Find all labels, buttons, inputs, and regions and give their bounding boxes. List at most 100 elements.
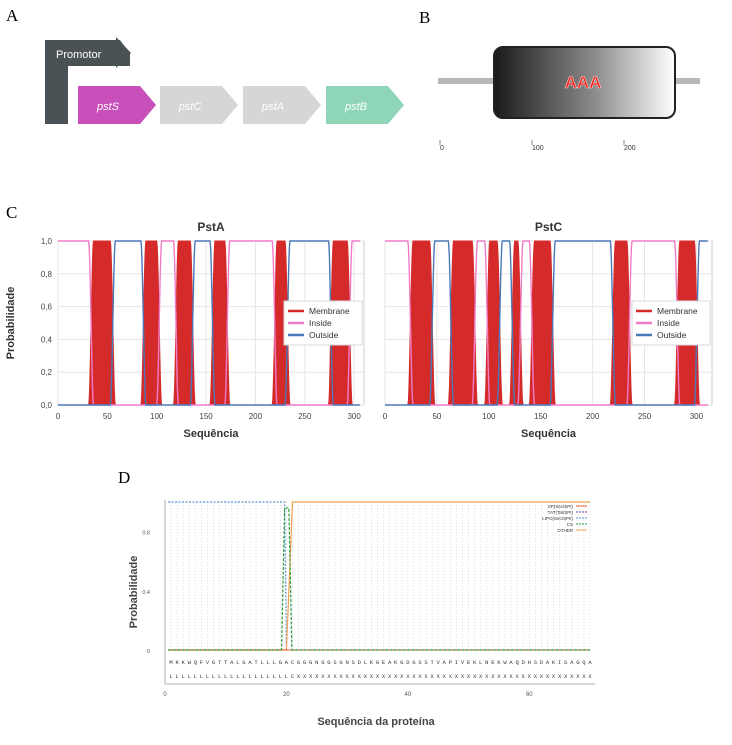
annotation-residue: X xyxy=(455,673,459,680)
annotation-residue: X xyxy=(522,673,526,680)
sequence-residue: D xyxy=(540,659,544,666)
sequence-residue: G xyxy=(303,659,306,666)
annotation-residue: L xyxy=(188,673,191,680)
sequence-residue: N xyxy=(345,659,348,666)
annotation-residue: X xyxy=(358,673,362,680)
legend-entry: Membrane xyxy=(309,306,350,316)
sequence-residue: G xyxy=(400,659,403,666)
annotation-residue: L xyxy=(200,673,203,680)
sequence-residue: F xyxy=(200,659,203,666)
sequence-residue: S xyxy=(424,659,428,666)
sequence-residue: P xyxy=(449,659,452,666)
annotation-residue: X xyxy=(582,673,586,680)
legend-entry: Outside xyxy=(657,330,687,340)
x-axis-label: Sequência xyxy=(521,428,577,440)
sequence-residue: T xyxy=(430,659,434,666)
sequence-residue: G xyxy=(242,659,245,666)
sequence-residue: G xyxy=(309,659,312,666)
legend-entry: Membrane xyxy=(657,306,698,316)
annotation-residue: X xyxy=(473,673,477,680)
annotation-residue: C xyxy=(291,673,295,680)
annotation-residue: X xyxy=(509,673,513,680)
chart-title: PstA xyxy=(197,220,225,234)
annotation-residue: X xyxy=(382,673,386,680)
sequence-residue: I xyxy=(558,659,561,666)
sequence-residue: E xyxy=(382,659,386,666)
annotation-residue: X xyxy=(570,673,574,680)
panel-label-a: A xyxy=(6,6,19,25)
annotation-residue: L xyxy=(254,673,257,680)
sequence-residue: G xyxy=(339,659,342,666)
y-axis-label: Probabilidade xyxy=(5,287,17,360)
annotation-residue: X xyxy=(400,673,404,680)
annotation-residue: X xyxy=(564,673,568,680)
sequence-residue: G xyxy=(297,659,300,666)
sequence-residue: E xyxy=(467,659,471,666)
y-tick-label: 0.4 xyxy=(142,590,150,596)
annotation-residue: L xyxy=(248,673,251,680)
x-tick-label: 300 xyxy=(347,412,361,421)
annotation-residue: X xyxy=(418,673,422,680)
annotation-residue: X xyxy=(345,673,349,680)
y-tick-label: 0,6 xyxy=(41,303,53,312)
promoter-label: Promotor xyxy=(56,49,102,61)
sequence-residue: G xyxy=(279,659,282,666)
sequence-residue: G xyxy=(412,659,415,666)
annotation-residue: X xyxy=(540,673,544,680)
sequence-residue: C xyxy=(291,659,295,666)
x-tick-label: 40 xyxy=(405,692,412,698)
domain-map: AAA 0 100 200 xyxy=(438,46,700,152)
annotation-residue: L xyxy=(224,673,227,680)
sequence-residue: D xyxy=(406,659,410,666)
sequence-residue: I xyxy=(455,659,458,666)
annotation-residue: X xyxy=(558,673,562,680)
annotation-residue: X xyxy=(388,673,392,680)
legend-entry: Outside xyxy=(309,330,339,340)
domain-axis-tick-label: 100 xyxy=(532,145,544,152)
panel-label-d: D xyxy=(118,468,131,487)
promoter-arrow-icon xyxy=(45,37,131,124)
gene-arrow-pstC xyxy=(160,86,238,124)
sequence-residue: G xyxy=(376,659,379,666)
annotation-residue: X xyxy=(443,673,447,680)
annotation-residue: X xyxy=(491,673,495,680)
annotation-residue: X xyxy=(297,673,301,680)
domain-axis: 0 100 200 xyxy=(439,140,636,152)
x-tick-label: 250 xyxy=(638,412,652,421)
annotation-residue: L xyxy=(212,673,215,680)
annotation-residue: L xyxy=(194,673,197,680)
sequence-residue: V xyxy=(206,659,210,666)
y-tick-label: 1,0 xyxy=(41,237,53,246)
sequence-residue: A xyxy=(388,659,392,666)
gene-arrow-pstB xyxy=(326,86,404,124)
legend-entry: SP(Sec/SPI) xyxy=(548,504,574,509)
sequence-residue: N xyxy=(485,659,488,666)
sequence-residue: M xyxy=(169,659,172,666)
gene-label-pstS: pstS xyxy=(96,101,120,113)
sequence-residue: L xyxy=(267,659,270,666)
x-tick-label: 0 xyxy=(56,412,61,421)
sequence-residue: V xyxy=(437,659,441,666)
annotation-residue: X xyxy=(406,673,410,680)
sequence-residue: Q xyxy=(515,659,519,666)
chart-title: PstC xyxy=(535,220,563,234)
sequence-residue: Q xyxy=(582,659,586,666)
x-tick-label: 20 xyxy=(283,692,290,698)
sequence-residue: S xyxy=(564,659,568,666)
legend-entry: TAT(Tat/SPI) xyxy=(548,510,574,515)
sequence-residue: S xyxy=(534,659,538,666)
annotation-residue: X xyxy=(315,673,319,680)
domain-axis-tick-label: 200 xyxy=(624,145,636,152)
gene-label-pstC: pstC xyxy=(178,101,202,113)
annotation-residue: L xyxy=(218,673,221,680)
annotation-residue: X xyxy=(503,673,507,680)
annotation-residue: X xyxy=(497,673,501,680)
sequence-residue: A xyxy=(546,659,550,666)
x-tick-label: 50 xyxy=(103,412,112,421)
x-tick-label: 100 xyxy=(150,412,164,421)
annotation-residue: X xyxy=(515,673,519,680)
sequence-residue: A xyxy=(443,659,447,666)
x-tick-label: 100 xyxy=(482,412,496,421)
